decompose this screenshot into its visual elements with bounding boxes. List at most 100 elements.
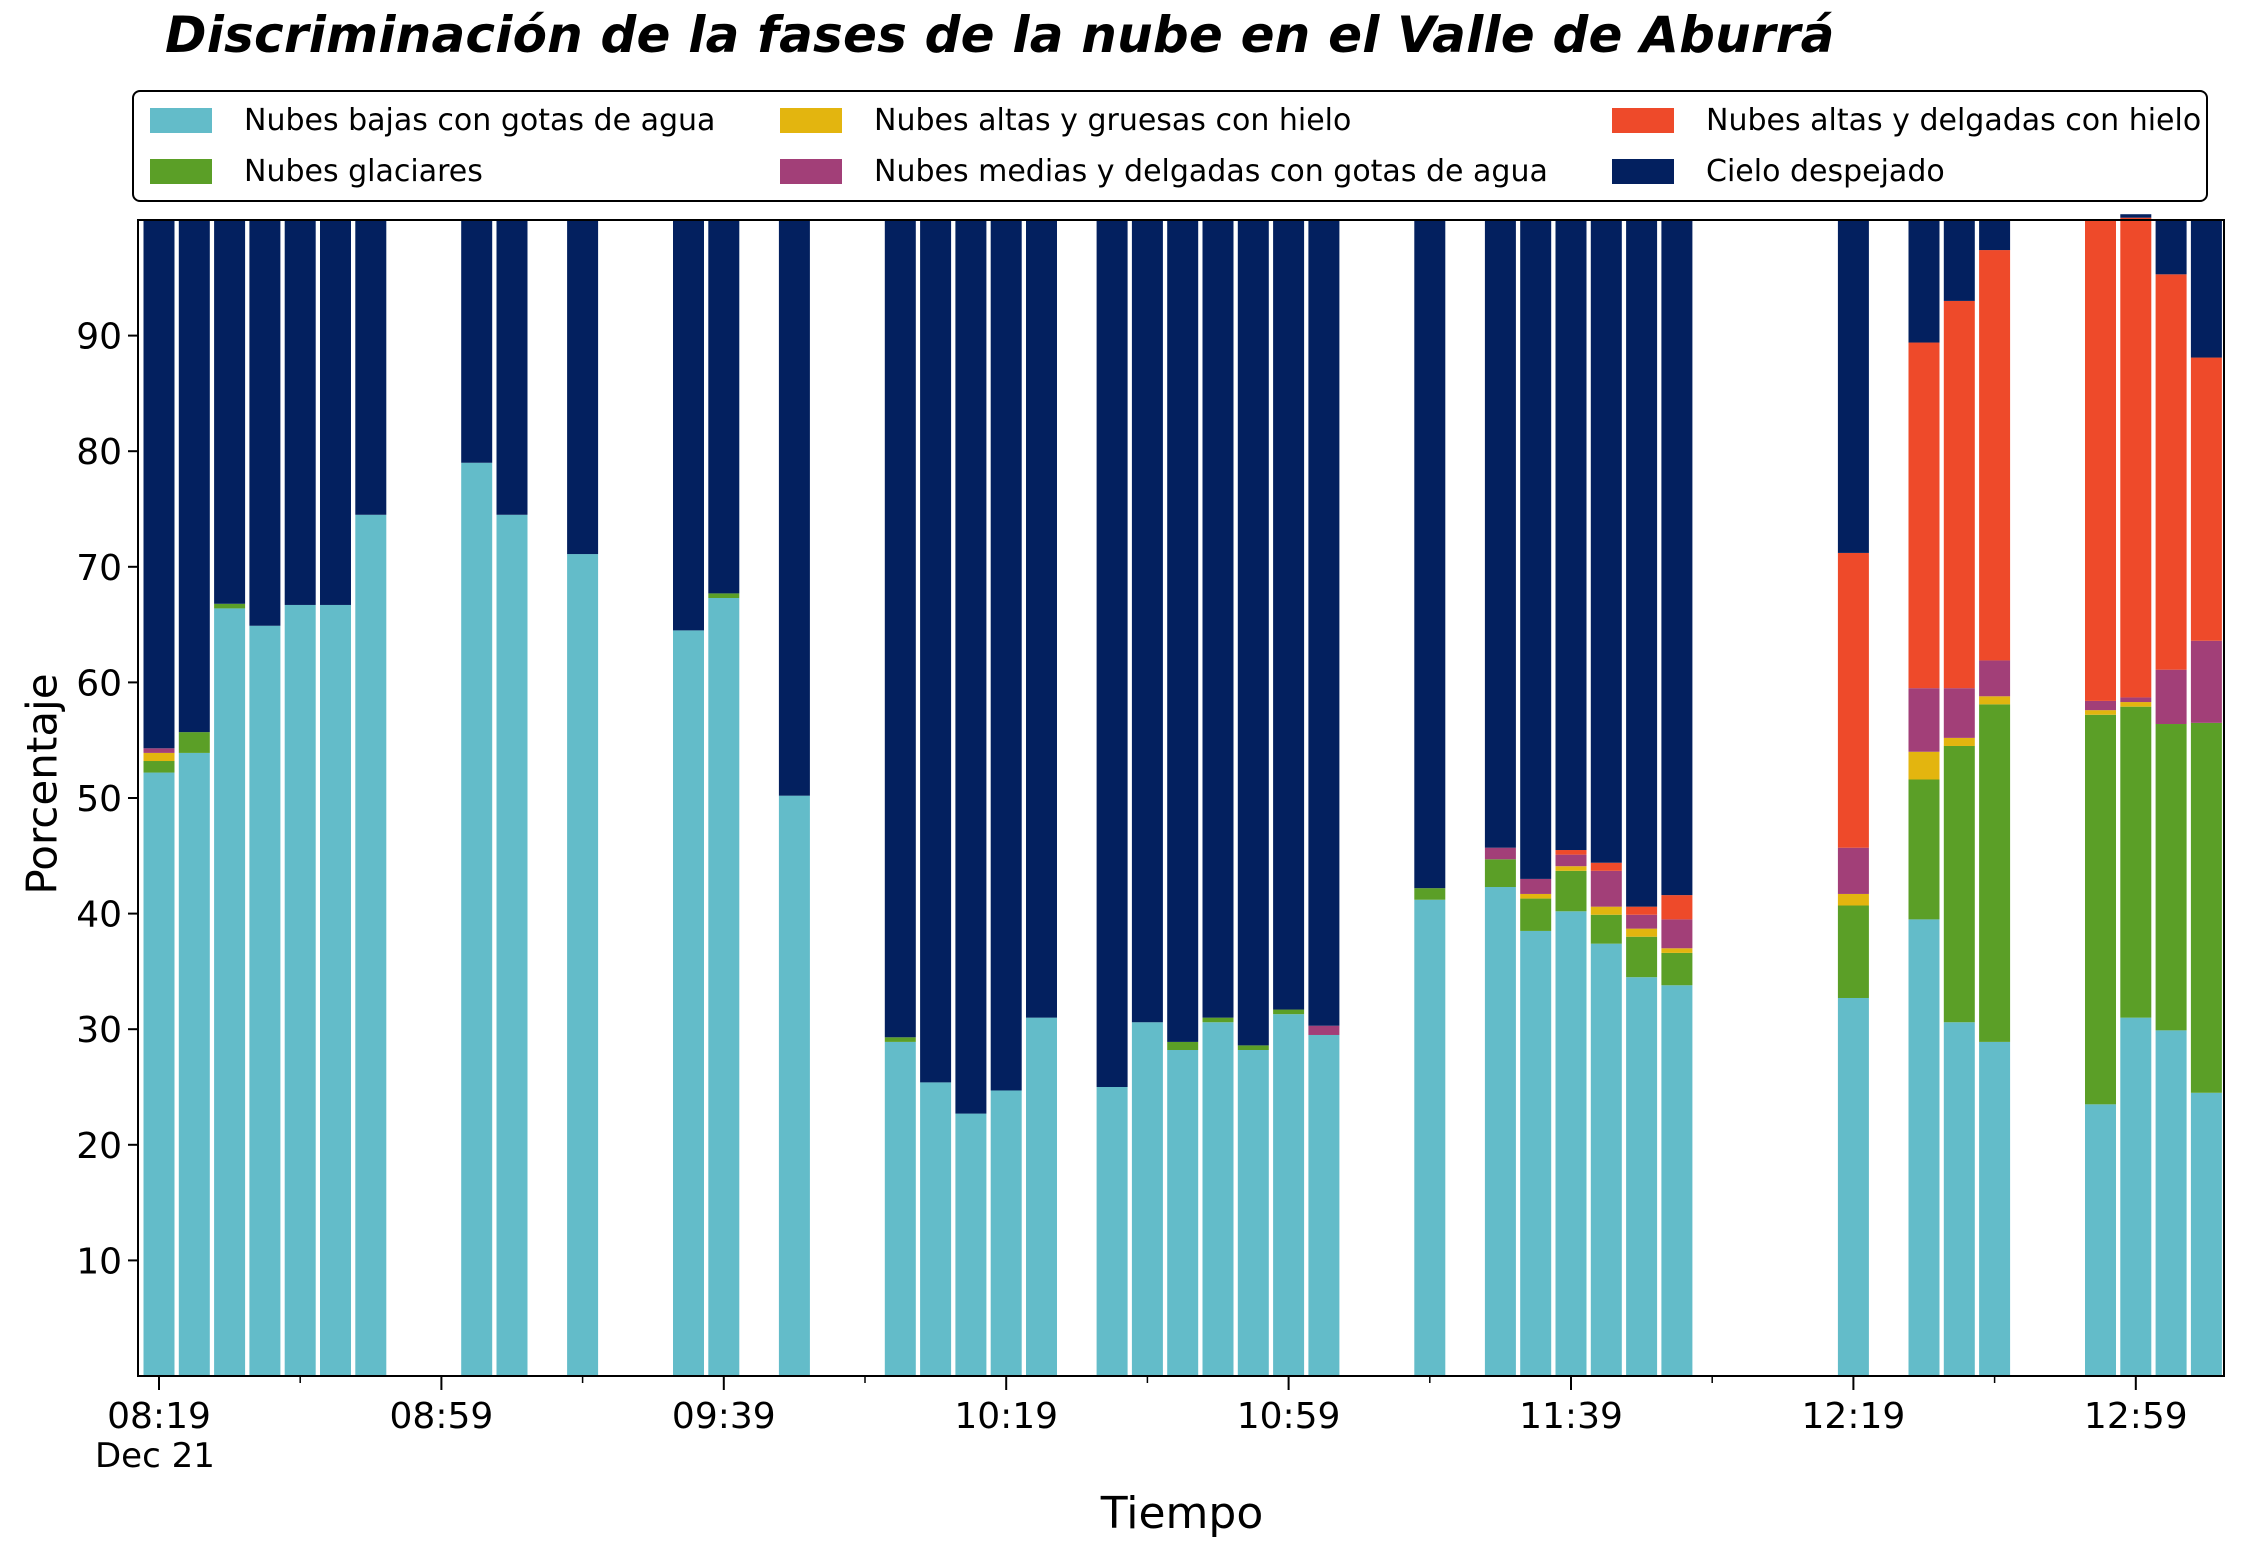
bar-segment-1259-s0 bbox=[2120, 1017, 2152, 1376]
bar-segment-0934-s5 bbox=[673, 220, 704, 631]
bar-segment-0904-s5 bbox=[461, 220, 493, 463]
bar-segment-1034-s0 bbox=[1096, 1087, 1128, 1376]
bar-segment-1139-s1 bbox=[1555, 870, 1587, 912]
bar-segment-1129-s0 bbox=[1484, 887, 1516, 1376]
bar-segment-1009-s5 bbox=[920, 220, 952, 1083]
bar-segment-0849-s5 bbox=[355, 220, 387, 515]
bar-segment-1219-s3 bbox=[1837, 847, 1869, 894]
bar-segment-1239-s3 bbox=[1979, 660, 2011, 697]
bar-segment-1134-s3 bbox=[1520, 878, 1552, 894]
bar-segment-1024-s0 bbox=[1026, 1017, 1057, 1376]
bar-segment-1259-s1 bbox=[2120, 706, 2152, 1018]
bar-segment-1219-s4 bbox=[1837, 552, 1869, 848]
bar-segment-1234-s2 bbox=[1943, 737, 1975, 746]
bar-segment-1139-s4 bbox=[1555, 850, 1587, 855]
legend-item-glaciares: Nubes glaciares bbox=[150, 151, 483, 191]
bar-segment-0834-s0 bbox=[249, 625, 281, 1376]
bar-segment-1144-s5 bbox=[1590, 220, 1622, 863]
bar-segment-1154-s3 bbox=[1661, 919, 1693, 949]
y-tick-label: 10 bbox=[76, 1241, 122, 1282]
bar-segment-1139-s5 bbox=[1555, 220, 1587, 851]
y-tick-label: 70 bbox=[76, 548, 122, 589]
bar-segment-1059-s1 bbox=[1273, 1009, 1305, 1015]
bar-segment-1144-s4 bbox=[1590, 862, 1622, 871]
bar-segment-1129-s1 bbox=[1484, 859, 1516, 888]
x-axis-title: Tiempo bbox=[1100, 1488, 1264, 1539]
bar-segment-0939-s0 bbox=[708, 598, 740, 1376]
bar-segment-1219-s2 bbox=[1837, 893, 1869, 906]
bar-segment-1229-s4 bbox=[1908, 342, 1940, 689]
bar-segment-1119-s5 bbox=[1414, 220, 1446, 889]
bar-segment-0939-s1 bbox=[708, 593, 740, 599]
bar-segment-1304-s3 bbox=[2155, 669, 2187, 725]
bar-segment-1019-s5 bbox=[990, 220, 1022, 1091]
bar-segment-0839-s0 bbox=[284, 604, 316, 1376]
bar-segment-1219-s5 bbox=[1837, 220, 1869, 553]
bar-segment-1259-s2 bbox=[2120, 702, 2152, 707]
legend: Nubes bajas con gotas de agua Nubes glac… bbox=[132, 90, 2208, 202]
bar-segment-1119-s0 bbox=[1414, 899, 1446, 1376]
bar-segment-1154-s0 bbox=[1661, 985, 1693, 1376]
bar-segment-0819-s1 bbox=[143, 761, 175, 773]
bar-segment-1054-s5 bbox=[1237, 220, 1269, 1046]
bar-segment-1039-s0 bbox=[1131, 1022, 1163, 1376]
bar-segment-1044-s5 bbox=[1167, 220, 1199, 1042]
x-tick-label: 10:59 bbox=[1237, 1396, 1341, 1437]
bar-segment-0829-s5 bbox=[214, 220, 246, 604]
legend-swatch bbox=[780, 158, 842, 184]
bar-segment-0824-s1 bbox=[178, 732, 210, 753]
bar-segment-1129-s5 bbox=[1484, 220, 1516, 848]
bar-segment-1239-s4 bbox=[1979, 250, 2011, 661]
y-tick-label: 60 bbox=[76, 663, 122, 704]
date-label: Dec 21 bbox=[95, 1436, 215, 1476]
bar-segment-1104-s3 bbox=[1308, 1025, 1340, 1035]
bar-segment-1049-s0 bbox=[1202, 1022, 1234, 1376]
bar-segment-1259-s5 bbox=[2120, 214, 2152, 218]
bar-segment-1144-s2 bbox=[1590, 906, 1622, 915]
bar-segment-0909-s5 bbox=[496, 220, 528, 515]
bar-segment-1144-s3 bbox=[1590, 870, 1622, 907]
bar-segment-1049-s5 bbox=[1202, 220, 1234, 1018]
legend-item-despejado: Cielo despejado bbox=[1612, 151, 1945, 191]
bar-segment-1149-s5 bbox=[1626, 220, 1658, 907]
bar-segment-1034-s5 bbox=[1096, 220, 1128, 1087]
bar-segment-1134-s1 bbox=[1520, 898, 1552, 931]
bar-segment-1309-s1 bbox=[2190, 722, 2222, 1093]
bar-segment-1154-s1 bbox=[1661, 952, 1693, 986]
bar-segment-1154-s2 bbox=[1661, 948, 1693, 953]
bar-segment-1004-s0 bbox=[884, 1041, 916, 1376]
bar-segment-1104-s5 bbox=[1308, 220, 1340, 1026]
bar-segment-1154-s5 bbox=[1661, 220, 1693, 896]
bar-segment-1134-s0 bbox=[1520, 930, 1552, 1376]
bar-segment-1259-s4 bbox=[2120, 217, 2152, 698]
bar-segment-0844-s0 bbox=[320, 604, 351, 1376]
bar-segment-1304-s1 bbox=[2155, 724, 2187, 1031]
bar-segment-0824-s5 bbox=[178, 220, 210, 733]
bar-segment-1309-s0 bbox=[2190, 1092, 2222, 1376]
bar-segment-0834-s5 bbox=[249, 220, 281, 626]
legend-label: Nubes medias y delgadas con gotas de agu… bbox=[874, 153, 1548, 189]
bar-segment-1044-s0 bbox=[1167, 1050, 1199, 1376]
bar-segment-0824-s0 bbox=[178, 752, 210, 1376]
legend-label: Nubes glaciares bbox=[244, 153, 483, 189]
y-tick-label: 30 bbox=[76, 1010, 122, 1051]
legend-swatch bbox=[1612, 158, 1674, 184]
bar-segment-1144-s0 bbox=[1590, 943, 1622, 1376]
bar-segment-0829-s1 bbox=[214, 603, 246, 609]
bar-segment-1234-s3 bbox=[1943, 688, 1975, 738]
bar-segment-1134-s2 bbox=[1520, 893, 1552, 899]
bar-segment-0904-s0 bbox=[461, 462, 493, 1376]
x-tick-label: 11:39 bbox=[1519, 1396, 1623, 1437]
bar-segment-1234-s5 bbox=[1943, 220, 1975, 301]
bars-layer bbox=[143, 214, 2222, 1376]
bar-segment-1019-s0 bbox=[990, 1090, 1022, 1376]
y-tick-label: 90 bbox=[76, 317, 122, 358]
bar-segment-1229-s0 bbox=[1908, 919, 1940, 1376]
x-tick-label: 08:59 bbox=[390, 1396, 494, 1437]
bar-segment-1049-s1 bbox=[1202, 1017, 1234, 1023]
bar-segment-1139-s0 bbox=[1555, 911, 1587, 1376]
bar-segment-1304-s5 bbox=[2155, 220, 2187, 275]
bar-segment-1304-s0 bbox=[2155, 1030, 2187, 1376]
axes-layer: 10 20 30 40 50 60 70 80 90 08:19 08:59 09:39 10:19 10… bbox=[76, 219, 2225, 1437]
bar-segment-1144-s1 bbox=[1590, 914, 1622, 944]
